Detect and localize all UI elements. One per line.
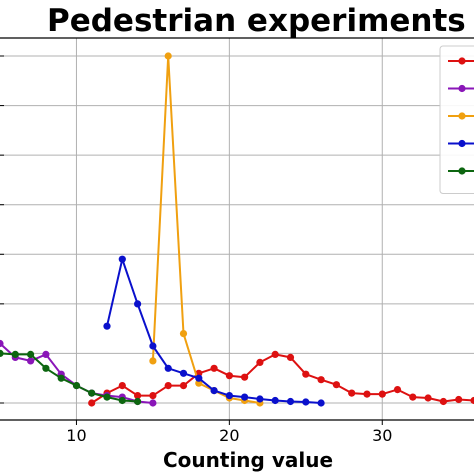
series-3-point: [164, 52, 172, 60]
series-4-point: [256, 395, 264, 403]
series-1-point: [271, 350, 279, 358]
series-4-point: [225, 392, 233, 400]
series-5-point: [88, 389, 96, 397]
series-4-point: [134, 300, 142, 308]
series-5-point: [42, 364, 50, 372]
series-1-point: [179, 382, 188, 390]
series-1-point: [348, 389, 356, 397]
series-2-point: [0, 339, 4, 348]
legend: [439, 45, 474, 194]
series-1-point: [332, 381, 340, 389]
series-1-point: [424, 394, 432, 402]
series-2-point: [149, 399, 157, 407]
series-5-line: [0, 352, 138, 403]
series-1-point: [118, 382, 126, 390]
series-1-point: [317, 376, 325, 384]
series-1-point: [149, 392, 157, 400]
axes: 10 20 30: [0, 37, 474, 445]
x-tick-label: 20: [219, 426, 239, 445]
series-1-line: [91, 353, 474, 404]
chart-title: Pedestrian experiments: [47, 3, 466, 39]
series-1-point: [164, 382, 172, 390]
series-3-point: [195, 379, 203, 387]
series-5: [0, 349, 142, 406]
series-1-point: [378, 390, 386, 398]
series-5-point: [27, 350, 35, 358]
x-axis-label: Counting value: [163, 448, 333, 472]
series-4-point: [317, 399, 325, 407]
series-5-point: [103, 393, 111, 401]
series-4-point: [149, 342, 157, 350]
series-3-line: [151, 55, 261, 404]
legend-marker-2: [458, 84, 466, 93]
series-1-point: [393, 386, 402, 394]
x-tick-label: 10: [66, 426, 86, 445]
series-4-point: [118, 255, 126, 263]
grid: [0, 38, 474, 420]
series-4-point: [241, 393, 249, 401]
legend-marker-5: [458, 167, 466, 175]
series-4-point: [195, 374, 203, 382]
series-1-point: [302, 370, 310, 378]
series-1: [88, 350, 474, 407]
x-tick-label: 30: [372, 426, 392, 445]
legend-box: [439, 45, 474, 194]
series-1-point: [439, 397, 447, 406]
series-4-point: [286, 397, 295, 406]
series-5-point: [118, 396, 126, 405]
series-layer: [0, 52, 474, 407]
series-5-point: [0, 349, 4, 357]
series-1-point: [455, 395, 463, 404]
series-1-point: [256, 358, 264, 366]
series-2-point: [42, 350, 50, 358]
series-4-point: [179, 369, 188, 377]
series-1-point: [134, 392, 142, 400]
series-4-point: [302, 398, 310, 406]
series-2: [0, 339, 157, 407]
legend-marker-3: [458, 112, 466, 120]
series-1-point: [88, 399, 96, 407]
series-1-point: [470, 396, 474, 405]
series-1-point: [241, 373, 249, 381]
series-4-line: [106, 258, 322, 404]
series-4-point: [164, 364, 172, 372]
series-4: [103, 255, 325, 407]
series-5-point: [11, 350, 19, 358]
series-2-point: [27, 357, 35, 365]
series-4-point: [210, 387, 218, 395]
series-1-point: [210, 364, 218, 372]
series-5-point: [72, 382, 81, 390]
series-1-point: [409, 393, 417, 401]
legend-marker-1: [458, 57, 466, 65]
series-1-point: [363, 390, 371, 398]
series-3-point: [149, 357, 157, 365]
legend-marker-4: [458, 139, 466, 148]
series-5-point: [134, 397, 142, 406]
series-3-point: [179, 330, 188, 338]
series-4-point: [103, 322, 111, 330]
series-1-point: [225, 372, 233, 380]
series-1-point: [286, 353, 295, 361]
series-4-point: [271, 396, 279, 405]
series-5-point: [57, 374, 65, 382]
